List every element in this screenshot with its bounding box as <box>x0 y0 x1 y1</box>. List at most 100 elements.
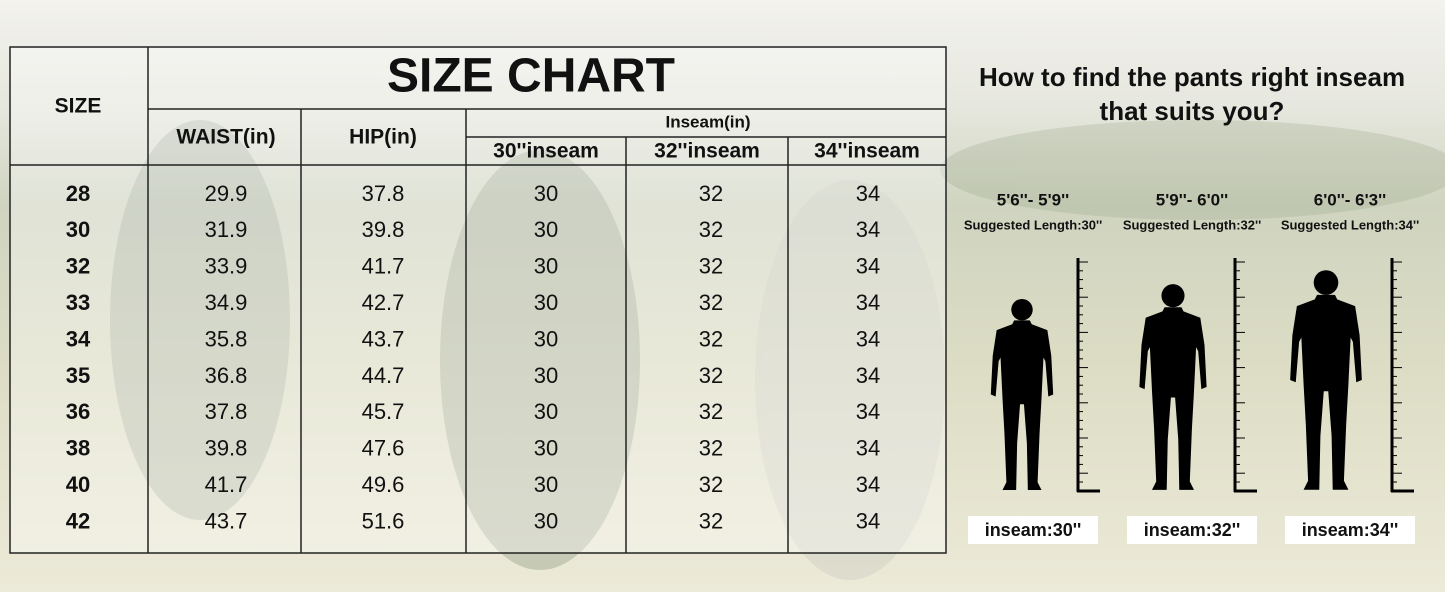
table-cell: 34 <box>856 290 880 315</box>
size-cell: 28 <box>66 181 90 206</box>
size-cell: 38 <box>66 436 90 461</box>
table-cell: 30 <box>534 217 558 242</box>
silhouette-body <box>1139 307 1207 490</box>
table-cell: 34 <box>856 472 880 497</box>
table-cell: 32 <box>699 472 723 497</box>
table-cell: 32 <box>699 326 723 351</box>
inseam-label: inseam:32'' <box>1144 520 1241 540</box>
table-cell: 34 <box>856 254 880 279</box>
table-cell: 34 <box>856 508 880 533</box>
table-cell: 32 <box>699 436 723 461</box>
table-cell: 32 <box>699 508 723 533</box>
table-cell: 30 <box>534 436 558 461</box>
table-cell: 34.9 <box>205 290 248 315</box>
ruler <box>1076 258 1100 493</box>
ruler <box>1233 258 1257 493</box>
table-cell: 30 <box>534 399 558 424</box>
column-header: 30''inseam <box>493 140 599 163</box>
table-cell: 30 <box>534 508 558 533</box>
size-cell: 42 <box>66 508 90 533</box>
table-cell: 30 <box>534 472 558 497</box>
height-range: 5'6''- 5'9'' <box>997 190 1069 209</box>
table-cell: 30 <box>534 326 558 351</box>
silhouette-head <box>1313 270 1339 295</box>
inseam-label: inseam:34'' <box>1302 520 1399 540</box>
table-cell: 49.6 <box>362 472 405 497</box>
inseam-box <box>1285 516 1415 544</box>
background-people <box>110 120 1445 580</box>
table-cell: 32 <box>699 363 723 388</box>
size-cell: 33 <box>66 290 90 315</box>
table-cell: 34 <box>856 399 880 424</box>
suggested-length: Suggested Length:34'' <box>1281 217 1419 232</box>
height-range: 6'0''- 6'3'' <box>1314 190 1386 209</box>
table-cell: 45.7 <box>362 399 405 424</box>
size-cell: 40 <box>66 472 90 497</box>
table-cell: 30 <box>534 290 558 315</box>
table-cell: 34 <box>856 217 880 242</box>
table-cell: 47.6 <box>362 436 405 461</box>
inseam-box <box>968 516 1098 544</box>
table-cell: 30 <box>534 181 558 206</box>
silhouette <box>1290 270 1362 490</box>
inseam-label: inseam:30'' <box>985 520 1082 540</box>
table-cell: 32 <box>699 399 723 424</box>
table-cell: 32 <box>699 181 723 206</box>
table-cell: 41.7 <box>362 254 405 279</box>
size-cell: 36 <box>66 399 90 424</box>
silhouette-body <box>1290 294 1362 490</box>
guide-title: How to find the pants right inseam <box>979 62 1405 92</box>
table-cell: 42.7 <box>362 290 405 315</box>
table-cell: 30 <box>534 363 558 388</box>
table-cell: 32 <box>699 217 723 242</box>
table-cell: 41.7 <box>205 472 248 497</box>
table-body: 28 29.9 37.8 30 32 34 30 31.9 39.8 30 32 34 32 33.9 41… <box>66 181 880 534</box>
column-header: 32''inseam <box>654 140 760 163</box>
table-title: SIZE CHART <box>387 50 675 103</box>
size-cell: 35 <box>66 363 90 388</box>
table-cell: 34 <box>856 326 880 351</box>
column-header: HIP(in) <box>349 126 417 149</box>
table-cell: 39.8 <box>205 436 248 461</box>
size-cell: 32 <box>66 254 90 279</box>
suggested-length: Suggested Length:30'' <box>964 217 1102 232</box>
table-cell: 34 <box>856 181 880 206</box>
table-cell: 31.9 <box>205 217 248 242</box>
guide-title: that suits you? <box>1100 96 1285 126</box>
table-cell: 37.8 <box>205 399 248 424</box>
table-cell: 35.8 <box>205 326 248 351</box>
height-range: 5'9''- 6'0'' <box>1156 190 1228 209</box>
silhouette <box>1139 284 1207 490</box>
inseam-box <box>1127 516 1257 544</box>
table-cell: 29.9 <box>205 181 248 206</box>
silhouette-head <box>1161 284 1185 308</box>
table-cell: 51.6 <box>362 508 405 533</box>
column-header: SIZE <box>55 95 102 118</box>
table-cell: 39.8 <box>362 217 405 242</box>
ruler <box>1390 258 1414 493</box>
table-cell: 44.7 <box>362 363 405 388</box>
silhouette <box>990 298 1054 491</box>
column-header: 34''inseam <box>814 140 920 163</box>
silhouette-head <box>1011 298 1033 321</box>
column-header: Inseam(in) <box>665 112 750 131</box>
silhouette-body <box>990 320 1054 491</box>
table-cell: 43.7 <box>205 508 248 533</box>
column-header: WAIST(in) <box>176 126 275 149</box>
table-cell: 43.7 <box>362 326 405 351</box>
guide-figures: 5'6''- 5'9'' Suggested Length:30'' inseam:… <box>964 190 1419 544</box>
table-cell: 32 <box>699 290 723 315</box>
table-cell: 34 <box>856 436 880 461</box>
table-cell: 36.8 <box>205 363 248 388</box>
table-cell: 33.9 <box>205 254 248 279</box>
table-cell: 32 <box>699 254 723 279</box>
suggested-length: Suggested Length:32'' <box>1123 217 1261 232</box>
table-grid <box>9 46 947 554</box>
table-cell: 37.8 <box>362 181 405 206</box>
size-cell: 30 <box>66 217 90 242</box>
size-cell: 34 <box>66 326 91 351</box>
table-background <box>10 47 946 553</box>
table-cell: 30 <box>534 254 558 279</box>
